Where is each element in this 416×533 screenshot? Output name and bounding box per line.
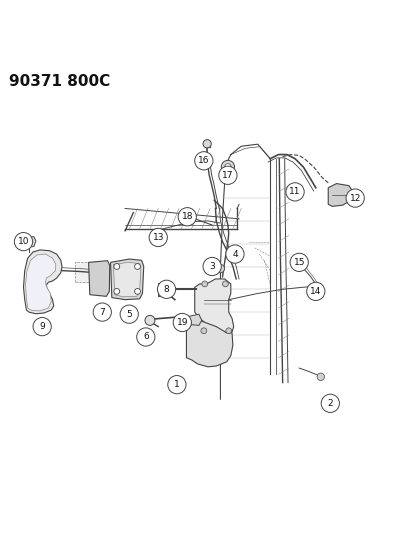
Circle shape (137, 328, 155, 346)
Text: 12: 12 (349, 193, 361, 203)
Circle shape (226, 245, 244, 263)
Circle shape (216, 264, 225, 273)
Circle shape (201, 328, 207, 334)
Circle shape (290, 253, 308, 271)
Circle shape (202, 281, 208, 287)
Polygon shape (186, 320, 233, 367)
Circle shape (178, 208, 196, 226)
Circle shape (195, 152, 213, 170)
Circle shape (135, 264, 141, 269)
Text: 14: 14 (310, 287, 322, 296)
Polygon shape (23, 237, 36, 247)
Circle shape (313, 286, 320, 293)
Circle shape (219, 166, 237, 184)
Polygon shape (195, 279, 234, 333)
Text: 13: 13 (153, 233, 164, 242)
Circle shape (226, 328, 232, 334)
Polygon shape (114, 262, 141, 297)
Text: 2: 2 (327, 399, 333, 408)
Text: 90371 800C: 90371 800C (9, 74, 110, 88)
Circle shape (286, 183, 304, 201)
Text: 4: 4 (232, 249, 238, 259)
Circle shape (317, 373, 324, 381)
Circle shape (223, 281, 228, 287)
Polygon shape (23, 250, 62, 314)
Circle shape (221, 160, 235, 174)
Text: 16: 16 (198, 156, 210, 165)
Circle shape (157, 280, 176, 298)
Text: 1: 1 (174, 380, 180, 389)
Text: 10: 10 (18, 237, 29, 246)
Circle shape (173, 313, 191, 332)
Text: 5: 5 (126, 310, 132, 319)
Circle shape (135, 288, 141, 294)
Circle shape (321, 394, 339, 413)
Circle shape (183, 212, 193, 222)
Polygon shape (328, 183, 353, 206)
Circle shape (203, 257, 221, 276)
Text: 3: 3 (209, 262, 215, 271)
Circle shape (225, 164, 231, 171)
Circle shape (15, 232, 32, 251)
Text: 18: 18 (181, 212, 193, 221)
Polygon shape (189, 314, 202, 325)
Text: 9: 9 (39, 322, 45, 331)
Circle shape (168, 376, 186, 394)
Text: 11: 11 (289, 188, 301, 196)
Text: 17: 17 (222, 171, 234, 180)
Polygon shape (89, 261, 110, 296)
Circle shape (149, 228, 167, 247)
Text: 19: 19 (176, 318, 188, 327)
Circle shape (114, 264, 120, 269)
Polygon shape (25, 254, 56, 311)
Text: 8: 8 (163, 285, 169, 294)
Text: 7: 7 (99, 308, 105, 317)
Circle shape (93, 303, 111, 321)
Text: 15: 15 (293, 258, 305, 267)
Circle shape (307, 282, 325, 301)
Circle shape (120, 305, 139, 324)
Circle shape (114, 288, 120, 294)
Circle shape (145, 316, 155, 325)
Circle shape (33, 318, 51, 336)
Polygon shape (158, 283, 166, 295)
Circle shape (228, 252, 236, 260)
Polygon shape (75, 262, 109, 283)
Circle shape (346, 189, 364, 207)
Text: 6: 6 (143, 333, 149, 342)
Polygon shape (111, 259, 144, 300)
Circle shape (203, 140, 211, 148)
